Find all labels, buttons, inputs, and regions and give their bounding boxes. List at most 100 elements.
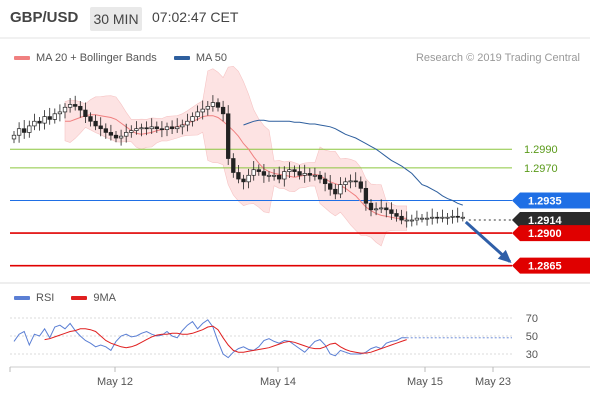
- candle-body: [42, 116, 47, 124]
- candle-body: [358, 181, 363, 189]
- candle-body: [220, 106, 226, 115]
- candle-body: [236, 172, 241, 180]
- time-label: 07:02:47 CET: [152, 9, 239, 25]
- candle: [226, 105, 231, 165]
- candle-body: [328, 183, 333, 190]
- legend-item-rsi: RSI: [14, 292, 54, 304]
- candle-body: [113, 134, 119, 139]
- candle: [98, 117, 103, 137]
- candle-body: [78, 105, 83, 111]
- rsi-y-tick-label: 30: [526, 349, 538, 361]
- candle: [22, 120, 27, 139]
- candle: [93, 114, 98, 131]
- candle-body: [164, 126, 170, 130]
- candle: [210, 95, 216, 112]
- candle: [57, 104, 63, 122]
- candle: [154, 121, 159, 133]
- candle: [424, 211, 430, 226]
- level-tag-last_price: [512, 212, 590, 229]
- level-label-target: 1.2970: [524, 163, 558, 175]
- legend-swatch-9ma: [71, 296, 88, 301]
- candle: [73, 95, 78, 111]
- candle: [460, 211, 465, 222]
- candle: [450, 209, 455, 224]
- candle: [205, 101, 210, 116]
- candle-body: [460, 216, 465, 219]
- candle-body: [409, 219, 414, 222]
- candle-body: [430, 216, 435, 219]
- candle: [139, 123, 144, 137]
- candle-body: [108, 132, 114, 136]
- candle-body: [129, 130, 134, 133]
- x-tick-label: May 15: [407, 376, 443, 388]
- x-tick-label: May 23: [475, 376, 511, 388]
- candle-body: [98, 125, 103, 130]
- candle: [343, 177, 348, 193]
- legend-item-9ma: 9MA: [71, 292, 116, 304]
- candle: [241, 174, 246, 190]
- candle-body: [297, 171, 302, 176]
- legend-label-rsi: RSI: [36, 292, 55, 304]
- candle: [317, 171, 323, 184]
- x-tick-label: May 14: [260, 376, 296, 388]
- candle-body: [144, 127, 149, 130]
- legend-label-ma20: MA 20 + Bollinger Bands: [36, 52, 157, 64]
- candle-body: [124, 132, 129, 137]
- candle: [47, 107, 52, 125]
- rsi-9ma-line: [44, 325, 407, 354]
- candle: [169, 120, 175, 135]
- candle-body: [435, 216, 440, 219]
- candle: [292, 165, 297, 177]
- legend-label-9ma: 9MA: [93, 292, 117, 304]
- legend-label-ma50: MA 50: [195, 52, 228, 64]
- candle: [164, 122, 170, 137]
- candle-body: [185, 120, 190, 126]
- candle-body: [445, 216, 450, 219]
- candle: [373, 202, 379, 216]
- candle: [384, 202, 389, 218]
- candle-body: [363, 187, 369, 204]
- candle: [363, 180, 369, 211]
- candle: [246, 168, 251, 189]
- candle: [215, 98, 221, 112]
- candle-body: [16, 128, 22, 136]
- level-tag-support: [512, 257, 590, 274]
- level-tag-support: [512, 225, 590, 242]
- candle-body: [231, 158, 236, 173]
- candle: [271, 168, 277, 181]
- candle-body: [307, 173, 312, 176]
- candle-body: [32, 120, 37, 127]
- candle: [175, 118, 180, 133]
- candle: [32, 113, 37, 131]
- candle-body: [103, 128, 108, 133]
- candle-body: [333, 188, 338, 195]
- candle: [200, 100, 205, 120]
- candle: [251, 161, 256, 181]
- candle: [312, 167, 318, 181]
- candle: [394, 209, 399, 222]
- candle-body: [200, 108, 205, 113]
- candle: [445, 213, 450, 225]
- candle: [430, 208, 435, 225]
- candle-body: [226, 113, 231, 159]
- candle-body: [419, 217, 425, 220]
- legend-swatch-ma20: [14, 56, 30, 61]
- candle-body: [282, 171, 287, 180]
- candle: [83, 102, 88, 124]
- level-tag-pivot: [512, 192, 590, 209]
- candle: [159, 121, 165, 138]
- candle-body: [134, 128, 139, 131]
- candle: [190, 112, 195, 127]
- candle: [27, 120, 32, 138]
- candle: [113, 131, 119, 143]
- candle: [180, 119, 185, 135]
- legend-item-ma50: MA 50: [173, 52, 228, 64]
- candle: [419, 213, 425, 223]
- candle: [124, 123, 129, 143]
- candle: [266, 171, 272, 182]
- timeframe-button[interactable]: 30 MIN: [90, 7, 142, 31]
- candle-body: [190, 116, 195, 122]
- candle: [42, 110, 47, 130]
- candle-body: [37, 120, 42, 124]
